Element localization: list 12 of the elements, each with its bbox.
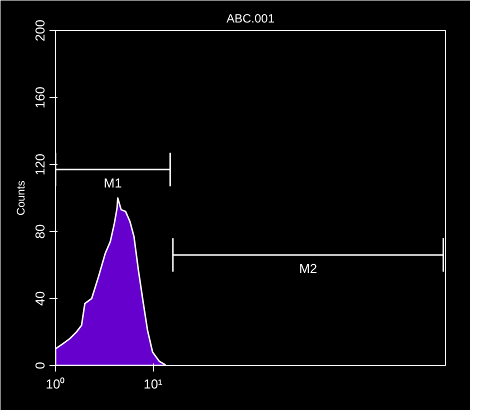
y-tick-label: 120 [32,154,48,176]
series-label: M1 [104,176,122,191]
chart-title: ABC.001 [226,12,275,26]
y-tick-label: 160 [32,86,48,108]
series-label: M2 [299,260,318,276]
y-tick-label: 40 [32,291,48,306]
y-tick-label: 200 [32,20,48,42]
y-tick-label: 0 [32,362,48,370]
x-tick-label: 10¹ [144,376,164,392]
y-tick-label: 80 [32,224,48,239]
x-tick-label: 10⁰ [46,376,66,392]
y-axis-title: Counts [16,180,28,216]
